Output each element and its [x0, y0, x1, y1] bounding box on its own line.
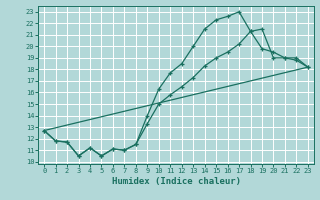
X-axis label: Humidex (Indice chaleur): Humidex (Indice chaleur): [111, 177, 241, 186]
